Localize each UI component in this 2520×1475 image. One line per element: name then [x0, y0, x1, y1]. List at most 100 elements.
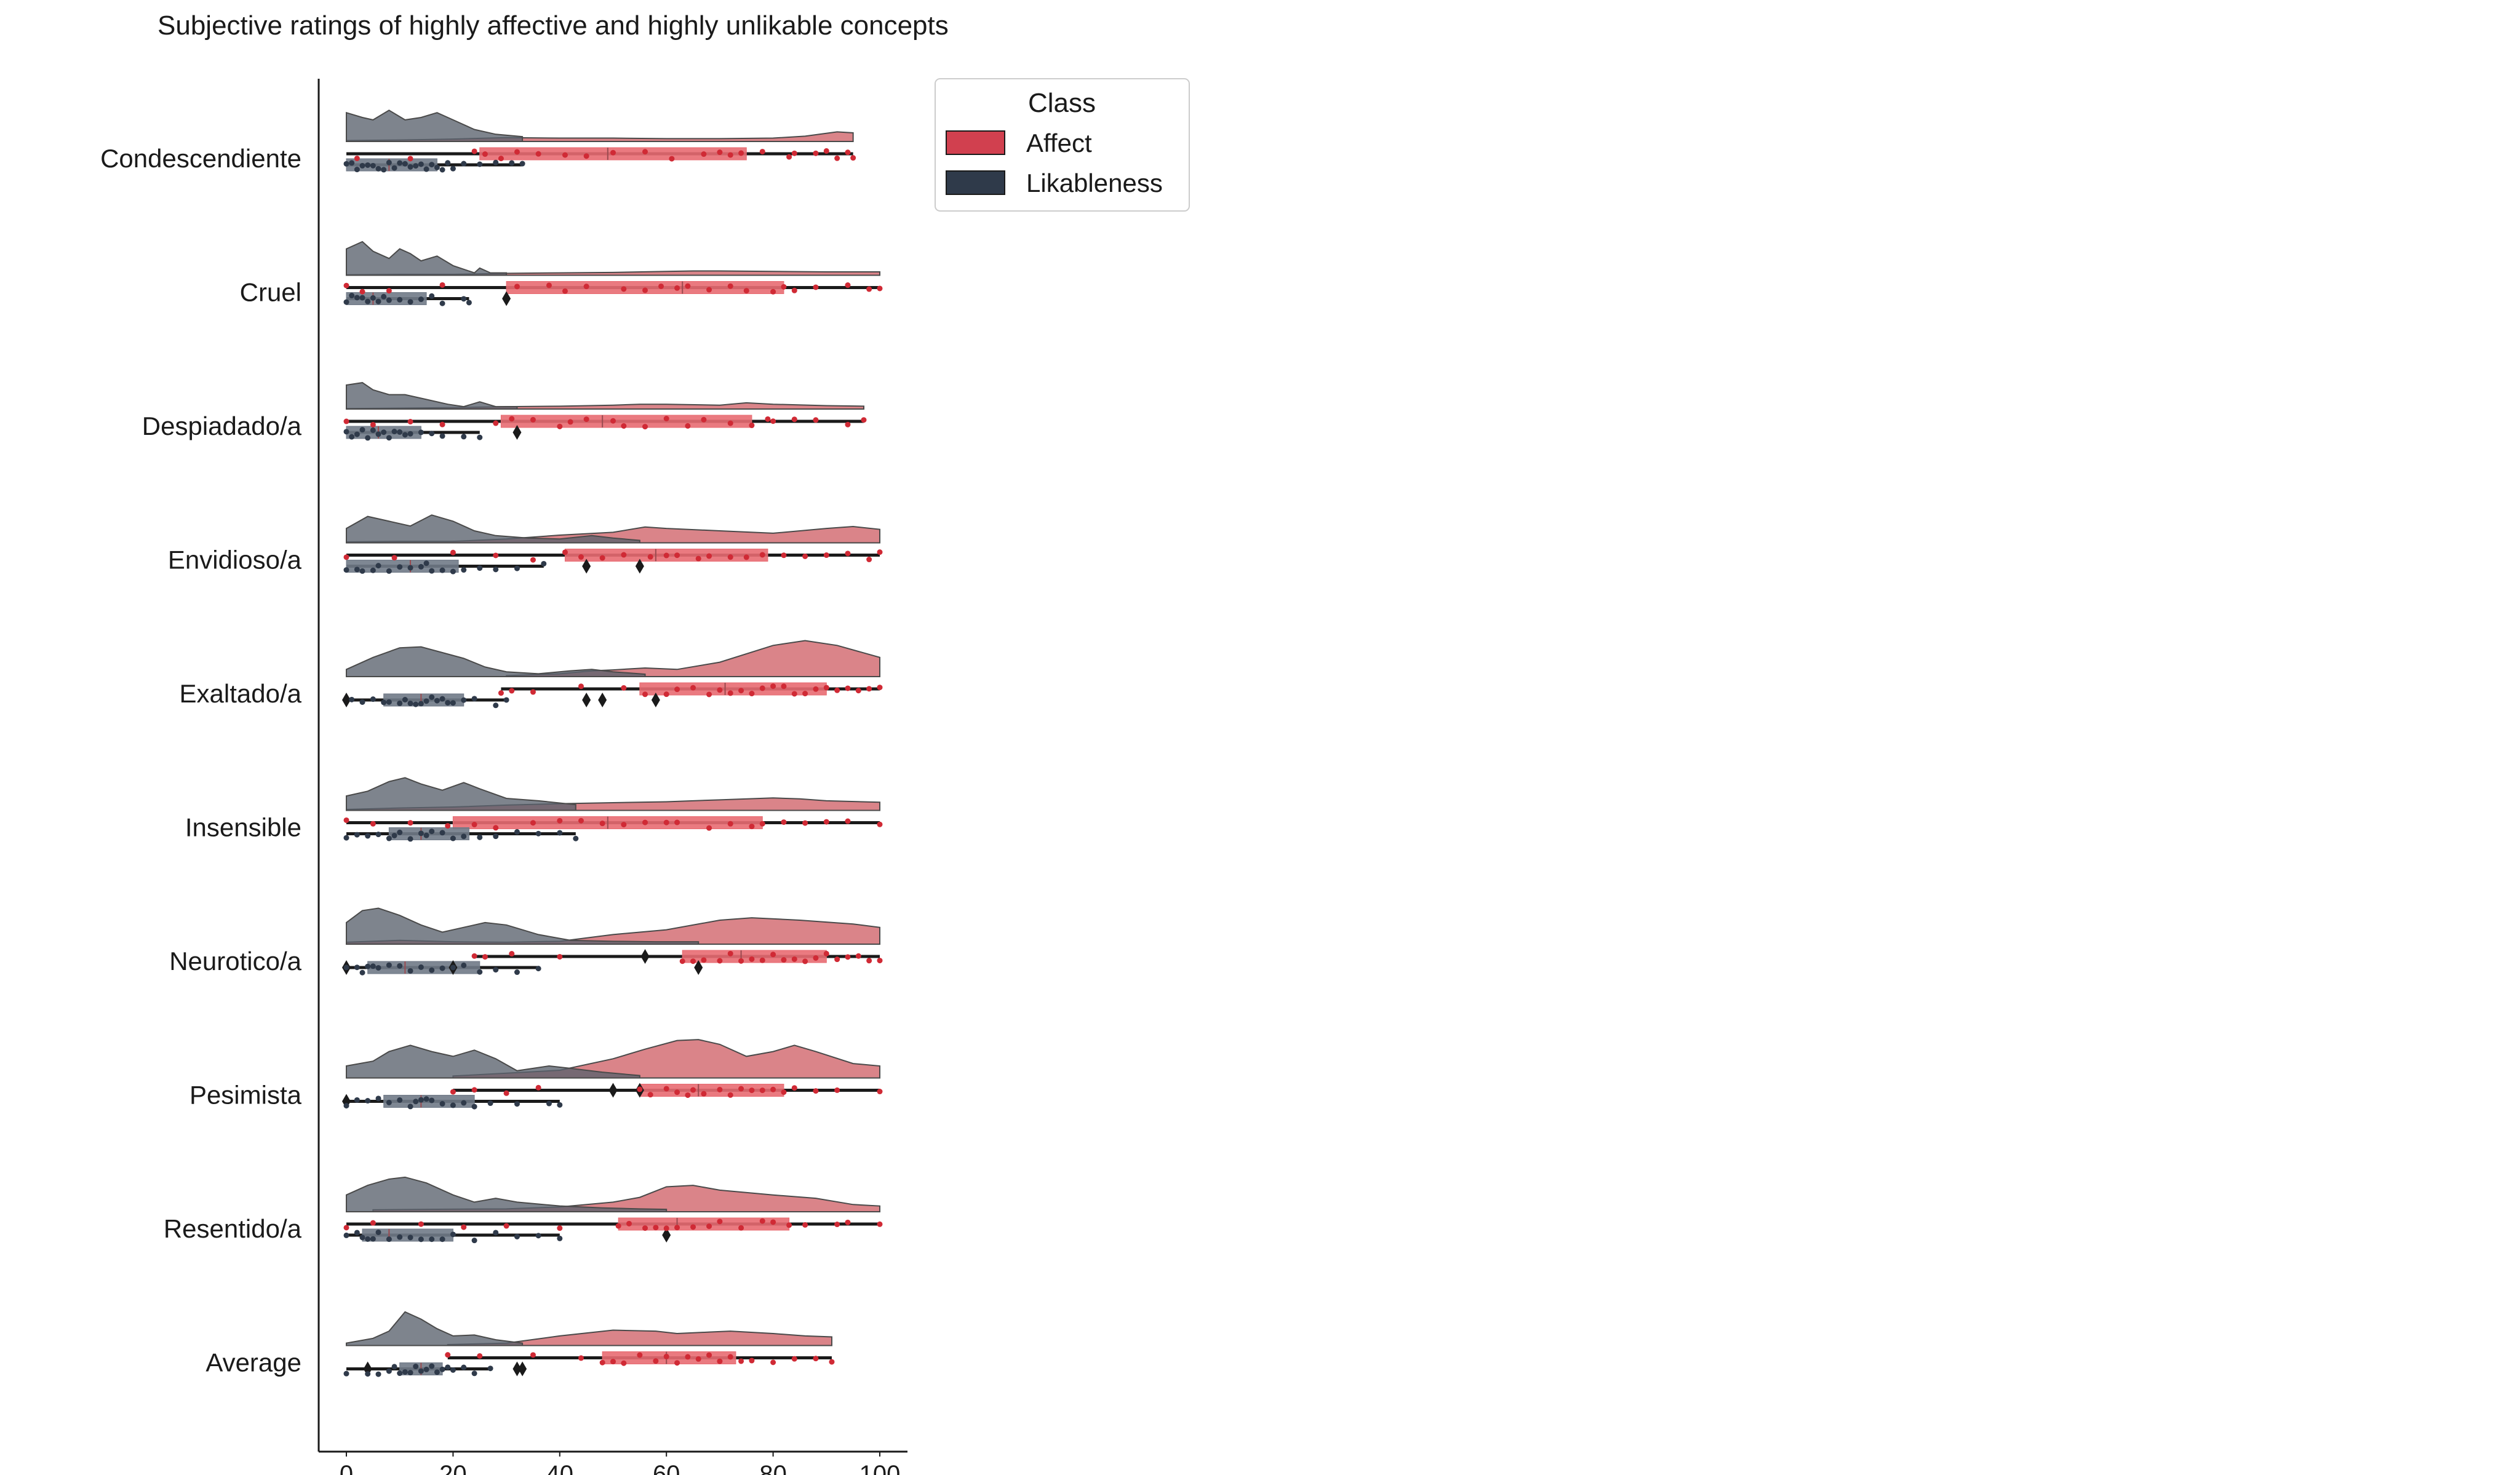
likableness-point	[514, 829, 520, 835]
likableness-point	[541, 560, 547, 567]
legend-label-affect: Affect	[1026, 129, 1092, 157]
likableness-point	[365, 162, 371, 168]
likableness-point	[354, 167, 360, 173]
likableness-point	[450, 835, 456, 841]
affect-point	[717, 149, 723, 156]
likableness-outlier	[518, 1361, 527, 1377]
affect-point	[663, 1353, 669, 1359]
affect-point	[653, 1358, 659, 1364]
affect-point	[855, 688, 861, 694]
affect-point	[482, 151, 488, 157]
affect-point	[770, 1359, 776, 1366]
likableness-point	[402, 161, 408, 167]
likableness-point	[450, 964, 456, 971]
affect-point	[514, 284, 520, 290]
likableness-cloud	[346, 241, 508, 276]
affect-point	[450, 549, 456, 555]
affect-point	[610, 1359, 616, 1365]
affect-point	[562, 152, 568, 158]
category-group	[343, 777, 883, 842]
affect-point	[471, 1087, 477, 1093]
affect-point	[695, 1356, 701, 1362]
affect-point	[461, 1224, 467, 1230]
likableness-point	[445, 699, 451, 706]
category-group	[343, 514, 883, 574]
likableness-point	[461, 1364, 467, 1370]
likableness-point	[418, 830, 424, 837]
likableness-point	[429, 431, 435, 437]
affect-point	[503, 1223, 509, 1229]
likableness-point	[439, 567, 445, 573]
likableness-point	[375, 298, 381, 304]
likableness-point	[359, 162, 365, 169]
affect-point	[637, 1352, 643, 1358]
likableness-point	[429, 1363, 435, 1369]
affect-point	[845, 551, 851, 557]
affect-point	[791, 287, 797, 293]
affect-point	[823, 685, 829, 691]
affect-point	[791, 691, 797, 697]
likableness-point	[349, 434, 355, 440]
affect-point	[727, 152, 733, 158]
category-label: Resentido/a	[164, 1214, 302, 1243]
affect-point	[770, 683, 776, 690]
likableness-outlier	[582, 693, 591, 707]
affect-point	[770, 952, 776, 958]
affect-point	[791, 1085, 797, 1091]
affect-point	[845, 282, 851, 288]
affect-point	[663, 1225, 669, 1231]
affect-point	[706, 1352, 712, 1358]
affect-point	[535, 151, 541, 157]
likableness-point	[391, 832, 397, 838]
affect-point	[370, 821, 376, 827]
likableness-point	[503, 697, 509, 703]
likableness-point	[386, 962, 392, 968]
affect-point	[685, 1092, 691, 1098]
affect-point	[578, 683, 584, 690]
likableness-point	[375, 563, 381, 569]
chart-title: Subjective ratings of highly affective a…	[158, 10, 949, 41]
likableness-point	[450, 568, 456, 574]
affect-point	[770, 418, 776, 424]
affect-point	[370, 1220, 376, 1226]
likableness-outlier	[502, 291, 511, 306]
affect-point	[386, 288, 392, 294]
likableness-point	[439, 433, 445, 439]
affect-point	[845, 685, 851, 691]
affect-point	[834, 956, 840, 963]
likableness-point	[370, 696, 376, 702]
likableness-point	[354, 1230, 360, 1236]
likableness-point	[423, 1366, 429, 1372]
affect-point	[695, 555, 701, 562]
affect-point	[690, 1087, 696, 1093]
category-group	[343, 241, 883, 306]
likableness-point	[461, 296, 467, 302]
affect-point	[674, 1360, 680, 1366]
likableness-point	[519, 161, 525, 167]
affect-point	[770, 288, 776, 295]
affect-point	[850, 155, 856, 161]
likableness-point	[573, 835, 579, 841]
likableness-point	[365, 1371, 371, 1377]
affect-point	[663, 416, 669, 422]
likableness-point	[397, 296, 403, 303]
affect-point	[759, 148, 765, 154]
affect-point	[642, 691, 648, 698]
category-labels: Condescendiente Cruel Despiadado/a Envidios…	[100, 144, 302, 1377]
likableness-point	[418, 161, 424, 167]
likableness-point	[429, 829, 435, 835]
affect-point	[557, 1225, 563, 1231]
likableness-point	[391, 1364, 397, 1370]
affect-point	[765, 416, 771, 422]
affect-point	[439, 282, 445, 288]
affect-point	[877, 1089, 883, 1095]
affect-point	[743, 288, 749, 294]
likableness-point	[429, 1236, 435, 1242]
affect-point	[749, 423, 755, 429]
affect-point	[663, 1086, 669, 1092]
affect-point	[727, 950, 733, 956]
likableness-point	[354, 567, 360, 573]
likableness-point	[381, 429, 387, 435]
affect-point	[866, 557, 872, 563]
affect-point	[791, 1356, 797, 1362]
